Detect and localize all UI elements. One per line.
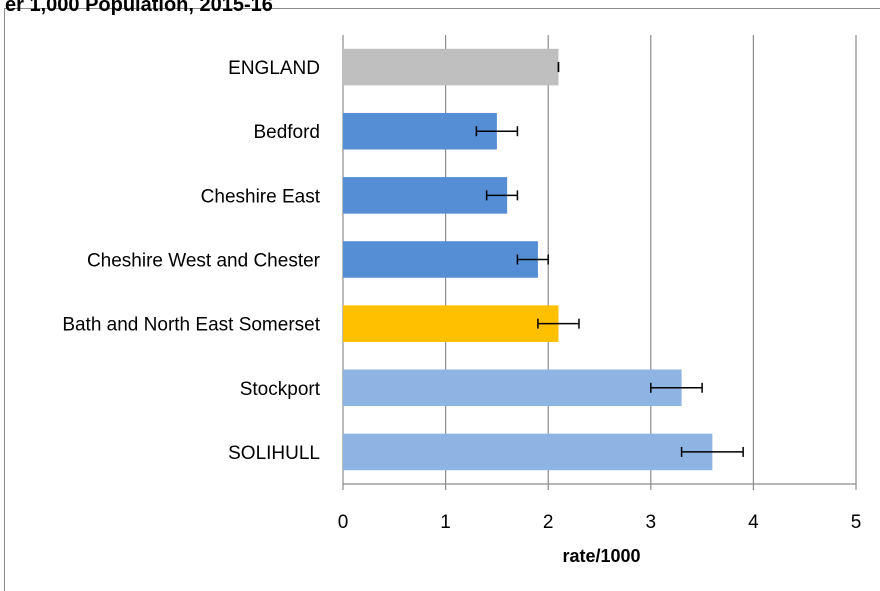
chart-title-fragment: er 1,000 Population, 2015-16 xyxy=(5,0,273,16)
category-label: Cheshire West and Chester xyxy=(87,251,321,272)
bar-solihull xyxy=(343,433,713,471)
error-bar xyxy=(516,254,549,265)
error-bar xyxy=(650,382,703,393)
error-bar-layer xyxy=(475,62,744,457)
category-label: Stockport xyxy=(240,379,321,400)
label-layer: 0 1 2 3 4 5 rate/1000 ENGLAND Bedford Cheshire Ea… xyxy=(62,58,861,566)
bar-bath-and-north-east-somerset xyxy=(343,305,559,342)
bar-cheshire-west-and-chester xyxy=(343,241,538,278)
error-bar xyxy=(475,126,519,137)
bar-england xyxy=(343,48,559,86)
bar-stockport xyxy=(343,369,682,407)
category-label: ENGLAND xyxy=(228,58,320,79)
error-bar xyxy=(537,318,580,329)
x-tick-label: 4 xyxy=(748,512,759,533)
error-bar xyxy=(485,190,519,201)
chart-frame: er 1,000 Population, 2015-16 xyxy=(4,0,880,591)
x-axis-label: rate/1000 xyxy=(562,546,640,566)
x-tick-label: 1 xyxy=(440,512,451,533)
category-label: SOLIHULL xyxy=(228,443,320,464)
bar-layer xyxy=(343,48,713,471)
x-tick-label: 3 xyxy=(646,512,657,533)
category-label: Bedford xyxy=(253,122,320,143)
error-bar xyxy=(680,446,744,457)
category-label: Cheshire East xyxy=(201,186,321,207)
x-tick-label: 2 xyxy=(543,512,554,533)
bar-bedford xyxy=(343,112,497,150)
category-label: Bath and North East Somerset xyxy=(62,315,320,336)
bar-cheshire-east xyxy=(343,177,508,214)
x-tick-label: 5 xyxy=(851,512,862,533)
x-tick-label: 0 xyxy=(338,512,349,533)
